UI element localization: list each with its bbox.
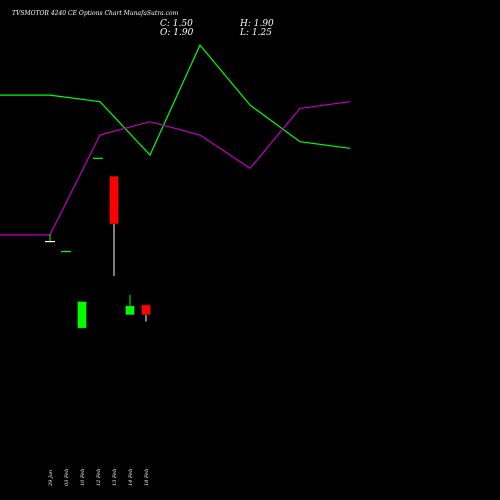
overlay-line-magenta xyxy=(0,101,351,236)
candle-body-up xyxy=(77,301,87,329)
x-tick-label: 03 Feb xyxy=(64,469,70,486)
x-tick-label: 18 Feb xyxy=(144,469,150,486)
x-tick-label: 14 Feb xyxy=(128,469,134,486)
candle-body-down xyxy=(141,304,151,316)
x-tick-label: 29 Jan xyxy=(48,470,54,487)
overlay-line-green xyxy=(0,43,351,157)
candle-body-up xyxy=(125,305,135,316)
candle-body-down xyxy=(109,176,119,225)
x-tick-label: 10 Feb xyxy=(80,469,86,486)
high-value: H: 1.90 xyxy=(240,19,274,29)
x-tick-label: 13 Feb xyxy=(112,469,118,486)
close-value: C: 1.50 xyxy=(160,19,193,29)
chart-title: TVSMOTOR 4240 CE Options Chart MunafaSut… xyxy=(12,10,179,17)
x-tick-label: 12 Feb xyxy=(96,469,102,486)
low-value: L: 1.25 xyxy=(240,28,272,38)
open-value: O: 1.90 xyxy=(160,28,194,38)
